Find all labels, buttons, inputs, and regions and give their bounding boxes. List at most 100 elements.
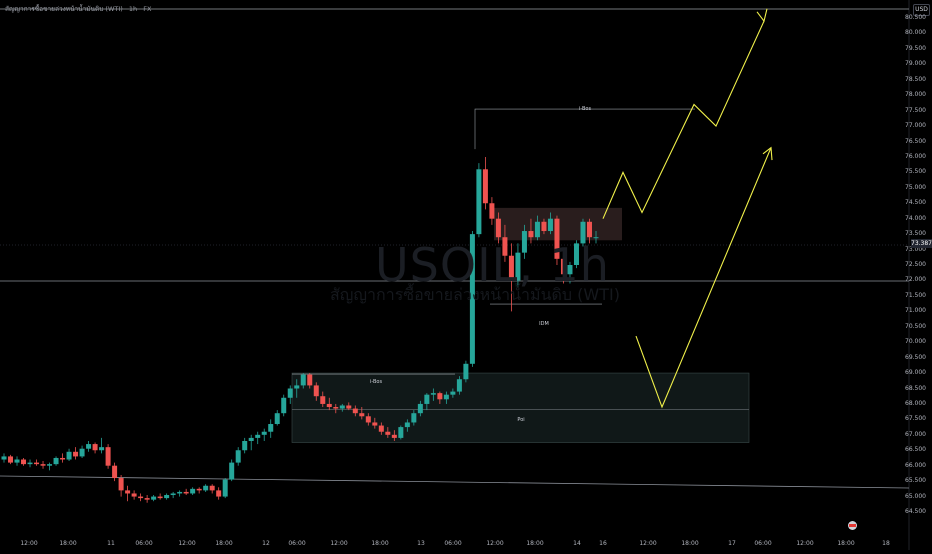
candle-bull xyxy=(229,462,235,480)
candle-bull xyxy=(66,451,72,460)
candle-bull xyxy=(456,379,462,392)
candle-bear xyxy=(541,221,547,232)
candle-bear xyxy=(131,493,137,497)
poi-label: Poi xyxy=(517,417,525,423)
time-tick-label: 18 xyxy=(882,540,890,547)
price-tick-label: 80.500 xyxy=(905,14,926,21)
arrow-head-upper xyxy=(756,8,768,23)
price-tick-label: 67.500 xyxy=(905,415,926,423)
currency-button[interactable]: USD xyxy=(913,4,930,16)
price-tick-label: 73.500 xyxy=(905,230,926,238)
trend-line xyxy=(0,475,910,489)
time-tick-label: 13 xyxy=(417,540,425,547)
candle-bear xyxy=(216,490,222,497)
candle-bull xyxy=(567,265,573,275)
price-tick-label: 74.000 xyxy=(905,214,926,222)
watermark-symbol: USOIL, 1h xyxy=(375,238,610,292)
candle-bull xyxy=(398,427,404,438)
candle-bear xyxy=(105,447,111,466)
candle-bull xyxy=(99,447,105,451)
candle-bull xyxy=(164,495,170,499)
candle-bear xyxy=(125,490,131,494)
candle-bear xyxy=(21,459,27,465)
candle-bear xyxy=(60,457,66,460)
candle-bull xyxy=(79,448,85,457)
candle-bear xyxy=(307,374,313,386)
timeframe-label[interactable]: 1h xyxy=(128,5,138,13)
price-tick-label: 75.500 xyxy=(905,168,926,176)
price-tick-label: 65.000 xyxy=(905,492,926,500)
candle-bull xyxy=(469,234,475,364)
idm-label: IDM xyxy=(539,321,549,327)
candle-bull xyxy=(27,462,33,465)
candle-bull xyxy=(190,488,196,494)
candle-bull xyxy=(281,397,287,414)
candle-bear xyxy=(560,258,566,275)
candle-bull xyxy=(1,456,7,460)
poi-zone xyxy=(291,372,750,443)
time-tick-label: 06:00 xyxy=(444,540,462,547)
time-tick-label: 06:00 xyxy=(288,540,306,547)
price-tick-label: 65.500 xyxy=(905,477,926,485)
candle-bear xyxy=(378,425,384,432)
price-tick-label: 69.500 xyxy=(905,353,926,361)
candle-bull xyxy=(450,391,456,395)
candle-bull xyxy=(268,424,274,432)
candle-bull xyxy=(235,450,241,463)
candle-bull xyxy=(339,405,345,409)
candle-bear xyxy=(391,434,397,438)
price-tick-label: 77.500 xyxy=(905,106,926,114)
time-tick-label: 18:00 xyxy=(681,540,699,547)
candle-bull xyxy=(404,422,410,428)
candle-bear xyxy=(320,396,326,404)
candle-bear xyxy=(554,218,560,259)
candle-bull xyxy=(534,221,540,238)
candle-bull xyxy=(242,440,248,451)
exchange-label: FX xyxy=(143,5,152,13)
upper-ibos-label: i-Bos xyxy=(578,106,592,112)
candle-bull xyxy=(14,459,20,463)
candle-bull xyxy=(593,237,599,239)
candle-bull xyxy=(274,413,280,425)
candle-bear xyxy=(528,231,534,238)
candle-bear xyxy=(359,413,365,417)
candle-bear xyxy=(196,488,202,491)
price-tick-label: 74.500 xyxy=(905,199,926,207)
price-tick-label: 69.000 xyxy=(905,369,926,377)
upper-ibos-line xyxy=(474,108,695,150)
candle-bear xyxy=(502,237,508,256)
candle-bear xyxy=(346,405,352,409)
candle-bear xyxy=(385,431,391,435)
time-tick-label: 17 xyxy=(728,540,736,547)
candle-bull xyxy=(86,444,92,449)
symbol-header[interactable]: สัญญาการซื้อขายล่วงหน้าน้ำมันดิบ (WTI) 1… xyxy=(5,4,155,14)
candle-bear xyxy=(586,221,592,238)
price-tick-label: 64.500 xyxy=(905,508,926,515)
candle-bull xyxy=(300,374,306,386)
price-tick-label: 80.000 xyxy=(905,29,926,37)
projection-path-lower xyxy=(635,147,772,409)
price-tick-label: 66.500 xyxy=(905,446,926,454)
price-tick-label: 78.500 xyxy=(905,75,926,83)
candle-bear xyxy=(8,456,14,463)
candle-bear xyxy=(34,462,40,465)
candle-bear xyxy=(183,491,189,494)
candle-bull xyxy=(294,385,300,389)
us-flag-icon[interactable] xyxy=(848,521,857,530)
candle-bear xyxy=(157,496,163,499)
price-tick-label: 72.000 xyxy=(905,276,926,284)
price-tick-label: 67.000 xyxy=(905,430,926,438)
price-tick-label: 76.500 xyxy=(905,137,926,145)
time-tick-label: 12:00 xyxy=(330,540,348,547)
candle-bear xyxy=(333,407,339,409)
projection-path-upper xyxy=(602,20,765,219)
time-tick-label: 18:00 xyxy=(371,540,389,547)
candle-bull xyxy=(443,394,449,400)
price-tick-label: 76.000 xyxy=(905,152,926,160)
candle-bull xyxy=(573,243,579,265)
candle-bear xyxy=(437,393,443,400)
price-tick-label: 68.000 xyxy=(905,399,926,407)
price-tick-label: 71.000 xyxy=(905,307,926,315)
